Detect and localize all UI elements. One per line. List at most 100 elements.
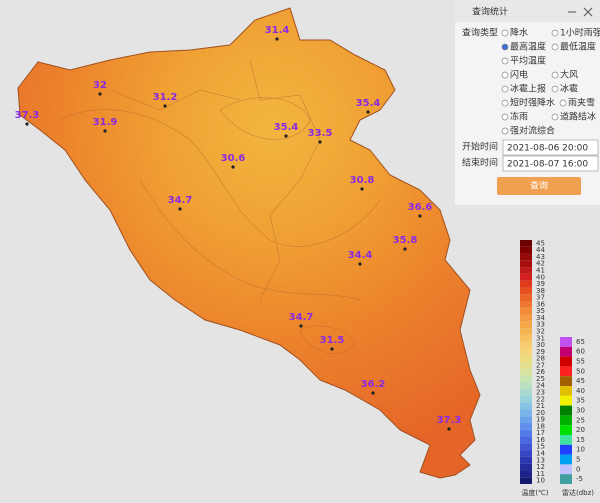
legend-tick-label: 15 (536, 443, 545, 451)
radio[interactable] (559, 99, 567, 107)
legend-swatch (520, 375, 532, 383)
legend-swatch (520, 368, 532, 376)
legend-swatch (520, 240, 532, 247)
station-value: 35.4 (274, 122, 299, 133)
station-value: 37.3 (15, 110, 40, 121)
station-value: 35.8 (393, 235, 418, 246)
radio[interactable] (551, 113, 559, 121)
legend-tick-label: 35 (536, 307, 545, 315)
station-value: 36.6 (408, 202, 433, 213)
legend-swatch (560, 454, 572, 465)
panel-header (455, 0, 600, 22)
station-dot (299, 324, 303, 328)
legend-tick-label: 55 (576, 358, 585, 366)
option-label: 最高温度 (510, 41, 546, 53)
legend-tick-label: 18 (536, 422, 545, 430)
radio[interactable] (501, 113, 509, 121)
legend-tick-label: 11 (536, 470, 545, 478)
legend-tick-label: 60 (576, 348, 585, 356)
station-value: 35.4 (356, 98, 381, 109)
legend-tick-label: 43 (536, 253, 545, 261)
legend-tick-label: 40 (536, 273, 545, 281)
legend-tick-label: 34 (536, 314, 545, 322)
legend-swatch (520, 260, 532, 268)
legend-tick-label: 65 (576, 338, 585, 346)
station-dot (231, 165, 235, 169)
legend-swatch (560, 395, 572, 406)
station-dot (330, 347, 334, 351)
option-label: 1小时雨强 (560, 27, 600, 39)
legend-tick-label: 31 (536, 334, 545, 342)
station-dot (447, 427, 451, 431)
station-value: 31.2 (153, 92, 178, 103)
legend-tick-label: 21 (536, 402, 545, 410)
legend-swatch (560, 444, 572, 455)
radar-legend-title: 雷达(dbz) (562, 488, 594, 497)
legend-swatch (560, 425, 572, 435)
option-label: 冰雹上报 (510, 83, 546, 95)
legend-swatch (560, 435, 572, 445)
option-label: 强对流综合 (510, 125, 555, 137)
legend-swatch (560, 356, 572, 367)
end-value: 2021-08-07 16:00 (507, 160, 588, 170)
legend-tick-label: 35 (576, 397, 585, 405)
legend-swatch (520, 443, 532, 451)
station-value: 36.2 (361, 379, 386, 390)
legend-swatch (520, 246, 532, 254)
legend-tick-label: 40 (576, 387, 585, 395)
option-label: 闪电 (510, 69, 528, 81)
contours (59, 59, 381, 354)
legend-swatch (520, 301, 532, 308)
legend-swatch (560, 346, 572, 357)
query-button-label: 查询 (530, 180, 548, 192)
legend-swatch (520, 382, 532, 390)
end-input[interactable] (502, 155, 599, 172)
radio[interactable] (501, 85, 509, 93)
radio[interactable] (551, 71, 559, 79)
legend-swatch (520, 423, 532, 430)
station-dot (403, 247, 407, 251)
option-label: 最低温度 (560, 41, 596, 53)
radio[interactable] (551, 29, 559, 37)
radio[interactable] (551, 85, 559, 93)
radio[interactable] (501, 127, 509, 135)
legend-swatch (520, 280, 532, 288)
legend-tick-label: 39 (536, 280, 545, 288)
radio[interactable] (551, 43, 559, 51)
radio[interactable] (501, 29, 509, 37)
legend-tick-label: 25 (576, 416, 585, 424)
legend-tick-label: 50 (576, 367, 585, 375)
close-button[interactable] (583, 7, 593, 17)
station-dot (284, 134, 288, 138)
radio[interactable] (501, 57, 509, 65)
legend-tick-label: 17 (536, 429, 545, 437)
station-value: 32 (93, 80, 107, 91)
radio[interactable] (501, 71, 509, 79)
legend-tick-label: 15 (576, 436, 585, 444)
legend-tick-label: 10 (576, 446, 585, 454)
type-label: 查询类型 (462, 27, 498, 39)
legend-swatch (520, 287, 532, 295)
query-button[interactable] (497, 177, 581, 195)
legend-swatch (520, 294, 532, 301)
legend-tick-label: 45 (576, 377, 585, 385)
station-dot (366, 110, 370, 114)
legend-swatch (560, 376, 572, 386)
option-label: 平均温度 (510, 55, 546, 67)
legend-swatch (520, 436, 532, 444)
legend-swatch (560, 366, 572, 377)
radio[interactable] (501, 43, 509, 51)
legend-tick-label: 44 (536, 246, 545, 254)
radio[interactable] (501, 99, 509, 107)
legend-tick-label: 29 (536, 348, 545, 356)
legend-tick-label: 14 (536, 450, 545, 458)
legend-tick-label: 26 (536, 368, 545, 376)
legend-tick-label: 33 (536, 321, 545, 329)
legend-tick-label: 37 (536, 294, 545, 302)
station-dot (163, 104, 167, 108)
legend-swatch (520, 416, 532, 423)
start-input[interactable] (502, 139, 599, 156)
legend-tick-label: 45 (536, 239, 545, 247)
